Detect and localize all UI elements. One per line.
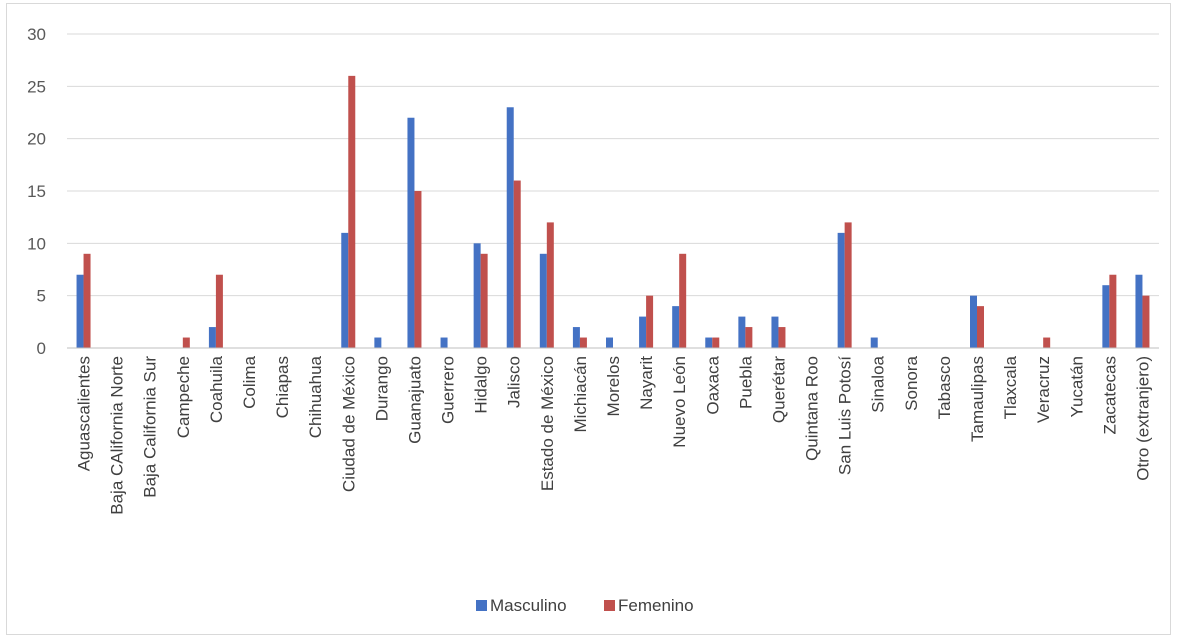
x-category-label: Durango — [372, 356, 391, 421]
gridlines — [67, 33, 1159, 297]
legend: Masculino Femenino — [476, 596, 694, 615]
bar-femenino — [844, 222, 852, 348]
bar-masculino — [870, 337, 878, 348]
x-category-label: Baja California Sur — [141, 356, 160, 498]
bar-femenino — [646, 295, 654, 348]
x-category-label: Otro (extranjero) — [1133, 356, 1152, 481]
y-tick-label: 10 — [27, 234, 46, 253]
y-axis-ticks: 0 5 10 15 20 25 30 — [27, 25, 46, 358]
legend-swatch-masculino — [476, 600, 487, 611]
bar-masculino — [705, 337, 713, 348]
bar-femenino — [778, 327, 786, 348]
x-category-label: Chiapas — [273, 356, 292, 418]
bar-femenino — [1043, 337, 1051, 348]
x-axis-labels: Aguascalientes Baja CAlifornia Norte Baja … — [75, 355, 1153, 514]
x-category-label: Sinaloa — [869, 355, 888, 412]
x-category-label: Veracruz — [1034, 356, 1053, 423]
x-category-label: Estado de México — [538, 356, 557, 491]
bar-masculino — [572, 327, 580, 348]
bar-femenino — [182, 337, 190, 348]
bar-masculino — [1102, 285, 1110, 348]
x-category-label: Sonora — [902, 355, 921, 410]
bar-femenino — [712, 337, 720, 348]
x-category-label: Tlaxcala — [1001, 355, 1020, 419]
x-category-label: Hidalgo — [472, 356, 491, 414]
x-category-label: Michiacán — [571, 356, 590, 433]
x-category-label: Yucatán — [1067, 356, 1086, 417]
x-category-label: Guerrero — [439, 356, 458, 424]
x-category-label: Puebla — [736, 355, 755, 408]
x-category-label: Tamaulipas — [968, 356, 987, 442]
x-category-label: Querétar — [769, 356, 788, 423]
y-tick-label: 5 — [37, 287, 46, 306]
x-category-label: Aguascalientes — [75, 356, 94, 471]
bar-femenino — [215, 274, 223, 348]
bar-femenino — [745, 327, 753, 348]
x-category-label: Nayarit — [637, 356, 656, 410]
x-category-label: Morelos — [604, 356, 623, 416]
bar-femenino — [1109, 274, 1117, 348]
bar-femenino — [480, 253, 488, 348]
bar-masculino — [473, 243, 481, 348]
x-category-label: Colima — [240, 355, 259, 408]
bar-femenino — [679, 253, 687, 348]
bar-masculino — [837, 232, 845, 348]
y-tick-label: 20 — [27, 130, 46, 149]
x-category-label: Campeche — [174, 356, 193, 438]
bar-masculino — [76, 274, 84, 348]
x-category-label: Guanajuato — [405, 356, 424, 444]
x-category-label: San Luis Potosí — [836, 356, 855, 475]
bar-masculino — [771, 316, 779, 348]
bar-femenino — [579, 337, 587, 348]
x-category-label: Coahuila — [207, 355, 226, 423]
bar-masculino — [208, 327, 216, 348]
x-category-label: Nuevo León — [670, 356, 689, 448]
x-category-label: Tabasco — [935, 356, 954, 419]
bar-masculino — [970, 295, 977, 348]
bar-femenino — [414, 191, 422, 348]
x-category-label: Chihuahua — [306, 355, 325, 438]
bar-femenino — [977, 306, 984, 348]
x-category-label: Jalisco — [505, 356, 524, 408]
bar-femenino — [1142, 295, 1150, 348]
legend-label-masculino: Masculino — [490, 596, 567, 615]
bar-femenino — [546, 222, 554, 348]
x-category-label: Quintana Roo — [803, 356, 822, 461]
bar-masculino — [341, 232, 349, 348]
bar-femenino — [513, 180, 521, 348]
bar-femenino — [348, 75, 356, 348]
legend-label-femenino: Femenino — [618, 596, 694, 615]
bar-femenino — [83, 253, 91, 348]
bar-masculino — [374, 337, 382, 348]
x-category-label: Oaxaca — [703, 355, 722, 414]
y-tick-label: 30 — [27, 25, 46, 44]
bar-masculino — [606, 337, 613, 348]
x-category-label: Zacatecas — [1100, 356, 1119, 434]
bar-masculino — [407, 117, 415, 348]
bar-masculino — [738, 316, 746, 348]
x-category-label: Ciudad de México — [339, 356, 358, 492]
legend-swatch-femenino — [604, 600, 615, 611]
bar-masculino — [639, 316, 647, 348]
bars — [76, 75, 1150, 349]
x-category-label: Baja CAlifornia Norte — [108, 356, 127, 515]
y-tick-label: 15 — [27, 182, 46, 201]
bar-masculino — [1135, 274, 1143, 348]
bar-masculino — [506, 107, 514, 349]
bar-masculino — [539, 253, 547, 348]
y-tick-label: 0 — [37, 339, 46, 358]
y-tick-label: 25 — [27, 77, 46, 96]
bar-masculino — [440, 337, 448, 348]
bar-masculino — [672, 306, 680, 348]
